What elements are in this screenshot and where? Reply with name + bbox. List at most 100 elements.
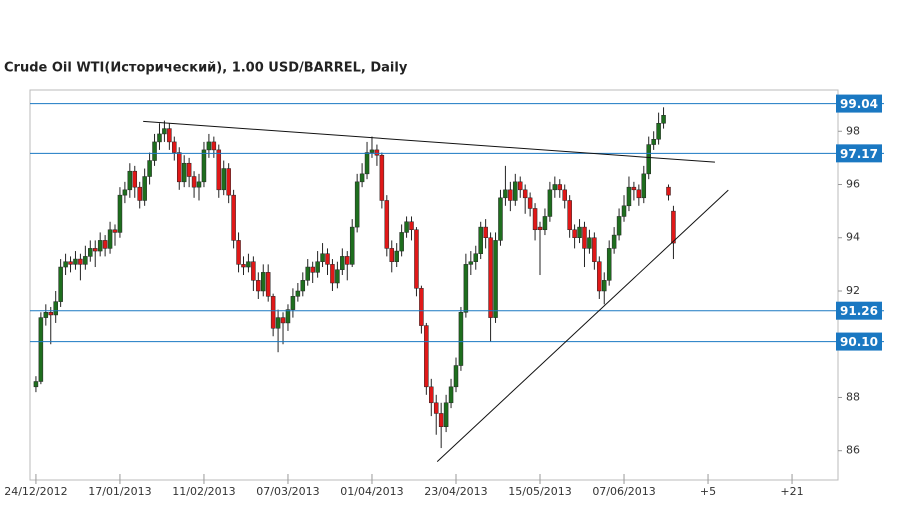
candle-body xyxy=(181,162,187,183)
candle-body xyxy=(379,154,385,201)
candle-body xyxy=(537,226,543,231)
candle-body xyxy=(157,133,162,143)
candle-body xyxy=(414,229,419,289)
candle-body xyxy=(473,253,479,262)
candle-body xyxy=(275,317,281,329)
level-box xyxy=(836,332,882,351)
candle-body xyxy=(300,280,306,292)
candle-body xyxy=(661,115,666,124)
candle-body xyxy=(216,149,222,191)
candle-body xyxy=(53,301,58,316)
x-tick-label: 15/05/2013 xyxy=(508,485,571,498)
candle-body xyxy=(513,181,518,201)
candle-body xyxy=(601,280,607,292)
candle-body xyxy=(493,240,498,318)
candle-body xyxy=(364,152,370,175)
candle-body xyxy=(349,226,355,265)
candle-body xyxy=(48,312,54,316)
candle-body xyxy=(68,261,73,265)
level-box xyxy=(836,144,882,163)
candle-body xyxy=(92,248,98,252)
candle-body xyxy=(656,123,661,140)
candle-body xyxy=(631,186,637,191)
candle-body xyxy=(211,141,217,151)
candle-body xyxy=(167,128,172,143)
candle-body xyxy=(290,296,296,310)
candle-body xyxy=(256,280,261,292)
x-tick-label: +21 xyxy=(780,485,803,498)
candle-body xyxy=(651,138,656,145)
candle-body xyxy=(562,189,567,201)
candle-body xyxy=(226,168,231,196)
trend-line xyxy=(436,189,729,462)
candle-body xyxy=(424,325,429,388)
candle-body xyxy=(142,176,147,201)
candle-body xyxy=(261,272,266,292)
candle-body xyxy=(265,272,271,297)
y-tick-label: 92 xyxy=(846,284,860,297)
candle-body xyxy=(582,226,587,249)
candle-body xyxy=(438,413,444,428)
candle-body xyxy=(310,266,315,273)
candle-body xyxy=(107,229,113,249)
candle-body xyxy=(112,229,118,233)
candle-body xyxy=(646,144,651,175)
candle-body xyxy=(587,237,592,249)
candle-body xyxy=(186,162,192,177)
candle-body xyxy=(666,186,671,196)
candle-body xyxy=(246,261,251,268)
candle-body xyxy=(152,141,157,161)
candle-body xyxy=(196,181,202,188)
candle-body xyxy=(280,317,286,324)
candle-body xyxy=(478,226,483,254)
candle-body xyxy=(270,296,276,329)
y-tick-label: 88 xyxy=(846,390,860,403)
candle-body xyxy=(409,221,414,231)
candle-body xyxy=(404,221,409,233)
candle-body xyxy=(206,141,212,151)
candle-body xyxy=(597,261,602,292)
candle-body xyxy=(335,269,340,284)
candle-body xyxy=(468,261,474,265)
candle-body xyxy=(641,173,647,199)
candle-body xyxy=(448,386,454,404)
trend-line xyxy=(143,120,715,163)
candle-body xyxy=(636,189,642,199)
x-tick-label: 01/04/2013 xyxy=(340,485,403,498)
candle-body xyxy=(221,168,226,191)
candle-body xyxy=(503,189,508,199)
x-tick-label: +5 xyxy=(700,485,716,498)
candle-body xyxy=(285,309,291,324)
candle-body xyxy=(547,189,553,217)
candle-body xyxy=(592,237,597,262)
candle-body xyxy=(394,250,399,262)
candle-body xyxy=(58,266,63,302)
candle-body xyxy=(458,312,464,366)
level-box xyxy=(836,301,882,320)
candle-body xyxy=(320,253,325,262)
candle-body xyxy=(354,181,360,228)
y-tick-label: 94 xyxy=(846,231,860,244)
candle-body xyxy=(577,226,582,238)
candle-body xyxy=(488,237,493,318)
chart-title: Crude Oil WTI(Исторический), 1.00 USD/BA… xyxy=(4,61,408,76)
candle-body xyxy=(295,290,301,297)
candle-body xyxy=(374,149,380,156)
candle-body xyxy=(132,170,138,188)
level-label: 97.17 xyxy=(840,147,878,161)
x-tick-label: 07/03/2013 xyxy=(256,485,319,498)
candle-body xyxy=(38,317,44,382)
x-tick-label: 24/12/2012 xyxy=(4,485,67,498)
candle-body xyxy=(443,402,449,428)
candle-body xyxy=(122,189,128,196)
x-tick-label: 23/04/2013 xyxy=(424,485,487,498)
x-tick-label: 07/06/2013 xyxy=(592,485,655,498)
candle-body xyxy=(172,141,177,153)
candle-body xyxy=(191,176,197,188)
level-label: 99.04 xyxy=(840,97,878,111)
candle-body xyxy=(117,194,123,233)
candle-body xyxy=(137,186,142,201)
candle-body xyxy=(517,181,523,191)
candle-body xyxy=(33,381,39,388)
candle-body xyxy=(384,200,390,249)
